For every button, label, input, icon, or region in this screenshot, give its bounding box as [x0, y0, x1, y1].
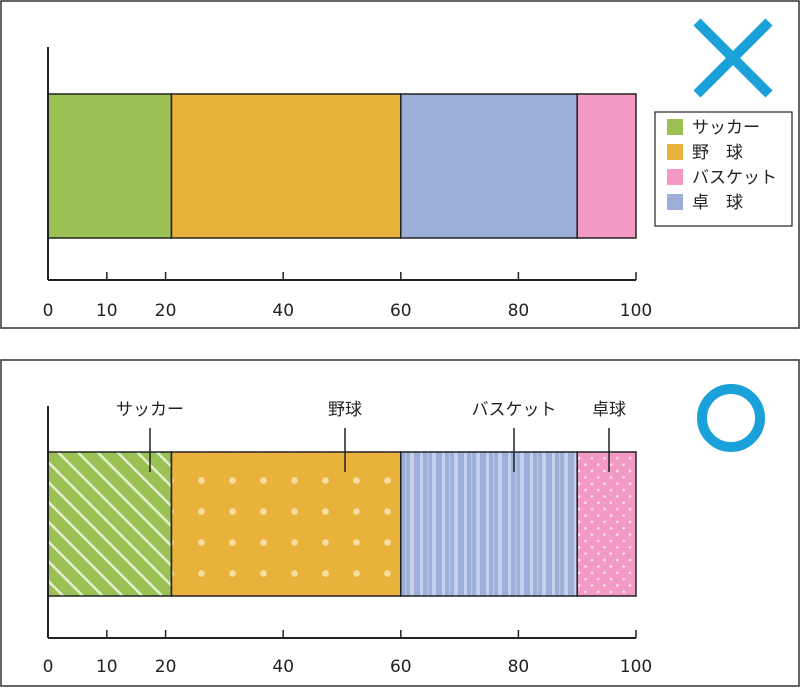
- segment-label: バスケット: [472, 400, 557, 420]
- x-tick-label: 0: [43, 301, 54, 321]
- segment-label: 野球: [328, 400, 362, 420]
- x-tick-label: 80: [508, 657, 530, 677]
- legend-label: 野 球: [692, 143, 743, 163]
- cross-mark-icon: [693, 18, 773, 98]
- x-tick-label: 60: [390, 657, 412, 677]
- x-tick-label: 60: [390, 301, 412, 321]
- panel-frame-top: [0, 0, 800, 329]
- legend-label: 卓 球: [692, 193, 743, 213]
- segment-label: サッカー: [116, 400, 184, 420]
- x-tick-label: 100: [620, 657, 652, 677]
- bar-segment: [47, 451, 173, 597]
- x-tick-label: 100: [620, 301, 652, 321]
- legend-swatch: [667, 169, 683, 185]
- bar-segment: [170, 93, 402, 239]
- bar-segment: [170, 451, 402, 597]
- bar-segment: [400, 451, 578, 597]
- legend-label: バスケット: [692, 168, 777, 188]
- legend-swatch: [667, 144, 683, 160]
- bar-segment: [576, 451, 637, 597]
- x-tick-label: 20: [155, 301, 177, 321]
- legend-swatch: [667, 194, 683, 210]
- legend-label: サッカー: [692, 118, 760, 138]
- x-tick-label: 10: [96, 657, 118, 677]
- x-tick-label: 40: [272, 657, 294, 677]
- x-tick-label: 10: [96, 301, 118, 321]
- bar-segment: [47, 93, 173, 239]
- legend-swatch: [667, 119, 683, 135]
- x-tick-label: 80: [508, 301, 530, 321]
- x-tick-label: 40: [272, 301, 294, 321]
- circle-mark-icon: [697, 384, 765, 452]
- chart-panel-correct: 0 10 20 40 60 80 100 サッカー 野球 バスケット 卓球: [43, 384, 765, 677]
- x-tick-label: 20: [155, 657, 177, 677]
- panel-frame-bottom: [0, 359, 800, 687]
- bar-segment: [576, 93, 637, 239]
- cross-mark-stroke: [693, 18, 773, 98]
- bar-segment: [400, 93, 578, 239]
- segment-label: 卓球: [592, 400, 626, 420]
- x-tick-label: 0: [43, 657, 54, 677]
